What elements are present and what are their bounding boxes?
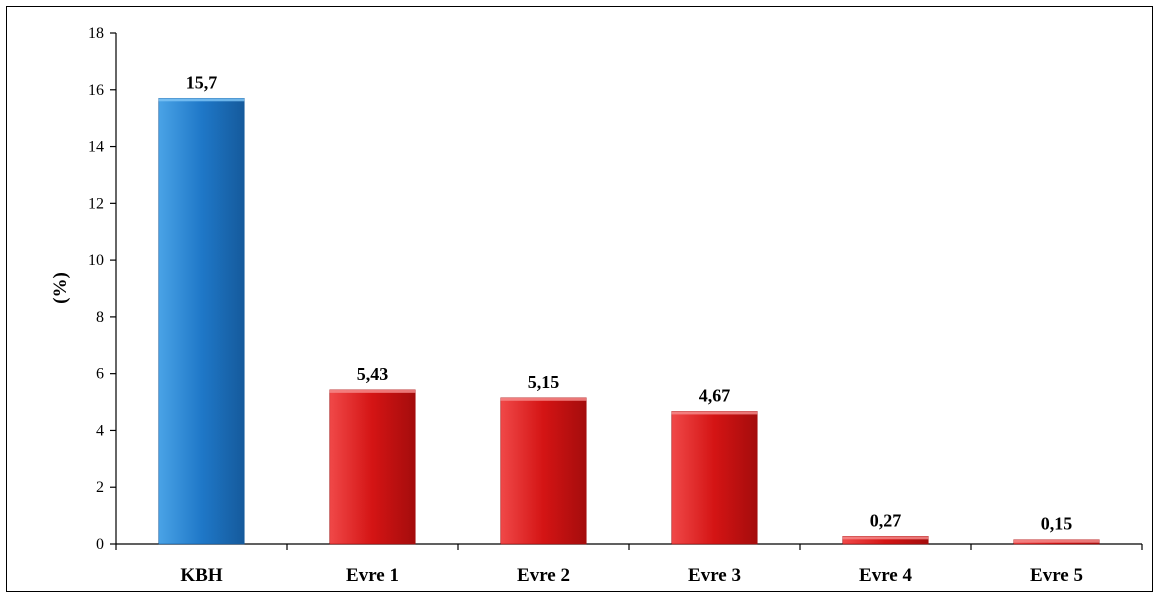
bar-highlight: [842, 536, 929, 540]
axes: 0 2 4 6 8 10 12 14 16 18: [88, 25, 1143, 553]
y-tick-label: 0: [96, 536, 104, 553]
data-label: 0,15: [1041, 514, 1073, 534]
bar: [158, 97, 245, 545]
category-label: Evre 5: [1030, 565, 1083, 586]
bar-highlight: [500, 397, 587, 401]
bar: [500, 397, 587, 545]
category-label: Evre 2: [517, 565, 570, 586]
bars: [158, 97, 1100, 545]
category-label: Evre 3: [688, 565, 741, 586]
bar: [671, 411, 758, 545]
y-tick-label: 14: [88, 139, 104, 156]
bar-highlight: [671, 411, 758, 415]
category-label: Evre 4: [859, 565, 912, 586]
y-tick-label: 16: [88, 82, 104, 99]
y-tick-label: 8: [96, 309, 104, 326]
labels: 15,7 KBH 5,43 Evre 1 5,15 Evre 2 4,67 Evre 3 0,2…: [180, 72, 1083, 586]
data-label: 5,15: [528, 372, 560, 392]
y-tick-label: 6: [96, 366, 104, 383]
data-label: 4,67: [699, 385, 731, 405]
bar-highlight: [158, 98, 245, 102]
y-tick-label: 12: [88, 195, 104, 212]
data-label: 0,27: [870, 510, 902, 530]
y-axis-title: (%): [50, 272, 71, 304]
y-tick-label: 18: [88, 25, 104, 42]
data-label: 5,43: [357, 364, 389, 384]
bar-highlight: [1013, 539, 1100, 543]
bar: [329, 389, 416, 545]
y-tick-label: 2: [96, 479, 104, 496]
y-tick-label: 4: [96, 422, 104, 439]
category-label: Evre 1: [346, 565, 399, 586]
bar-highlight: [329, 389, 416, 393]
category-label: KBH: [180, 565, 222, 586]
data-label: 15,7: [186, 72, 218, 92]
y-tick-label: 10: [88, 252, 104, 269]
